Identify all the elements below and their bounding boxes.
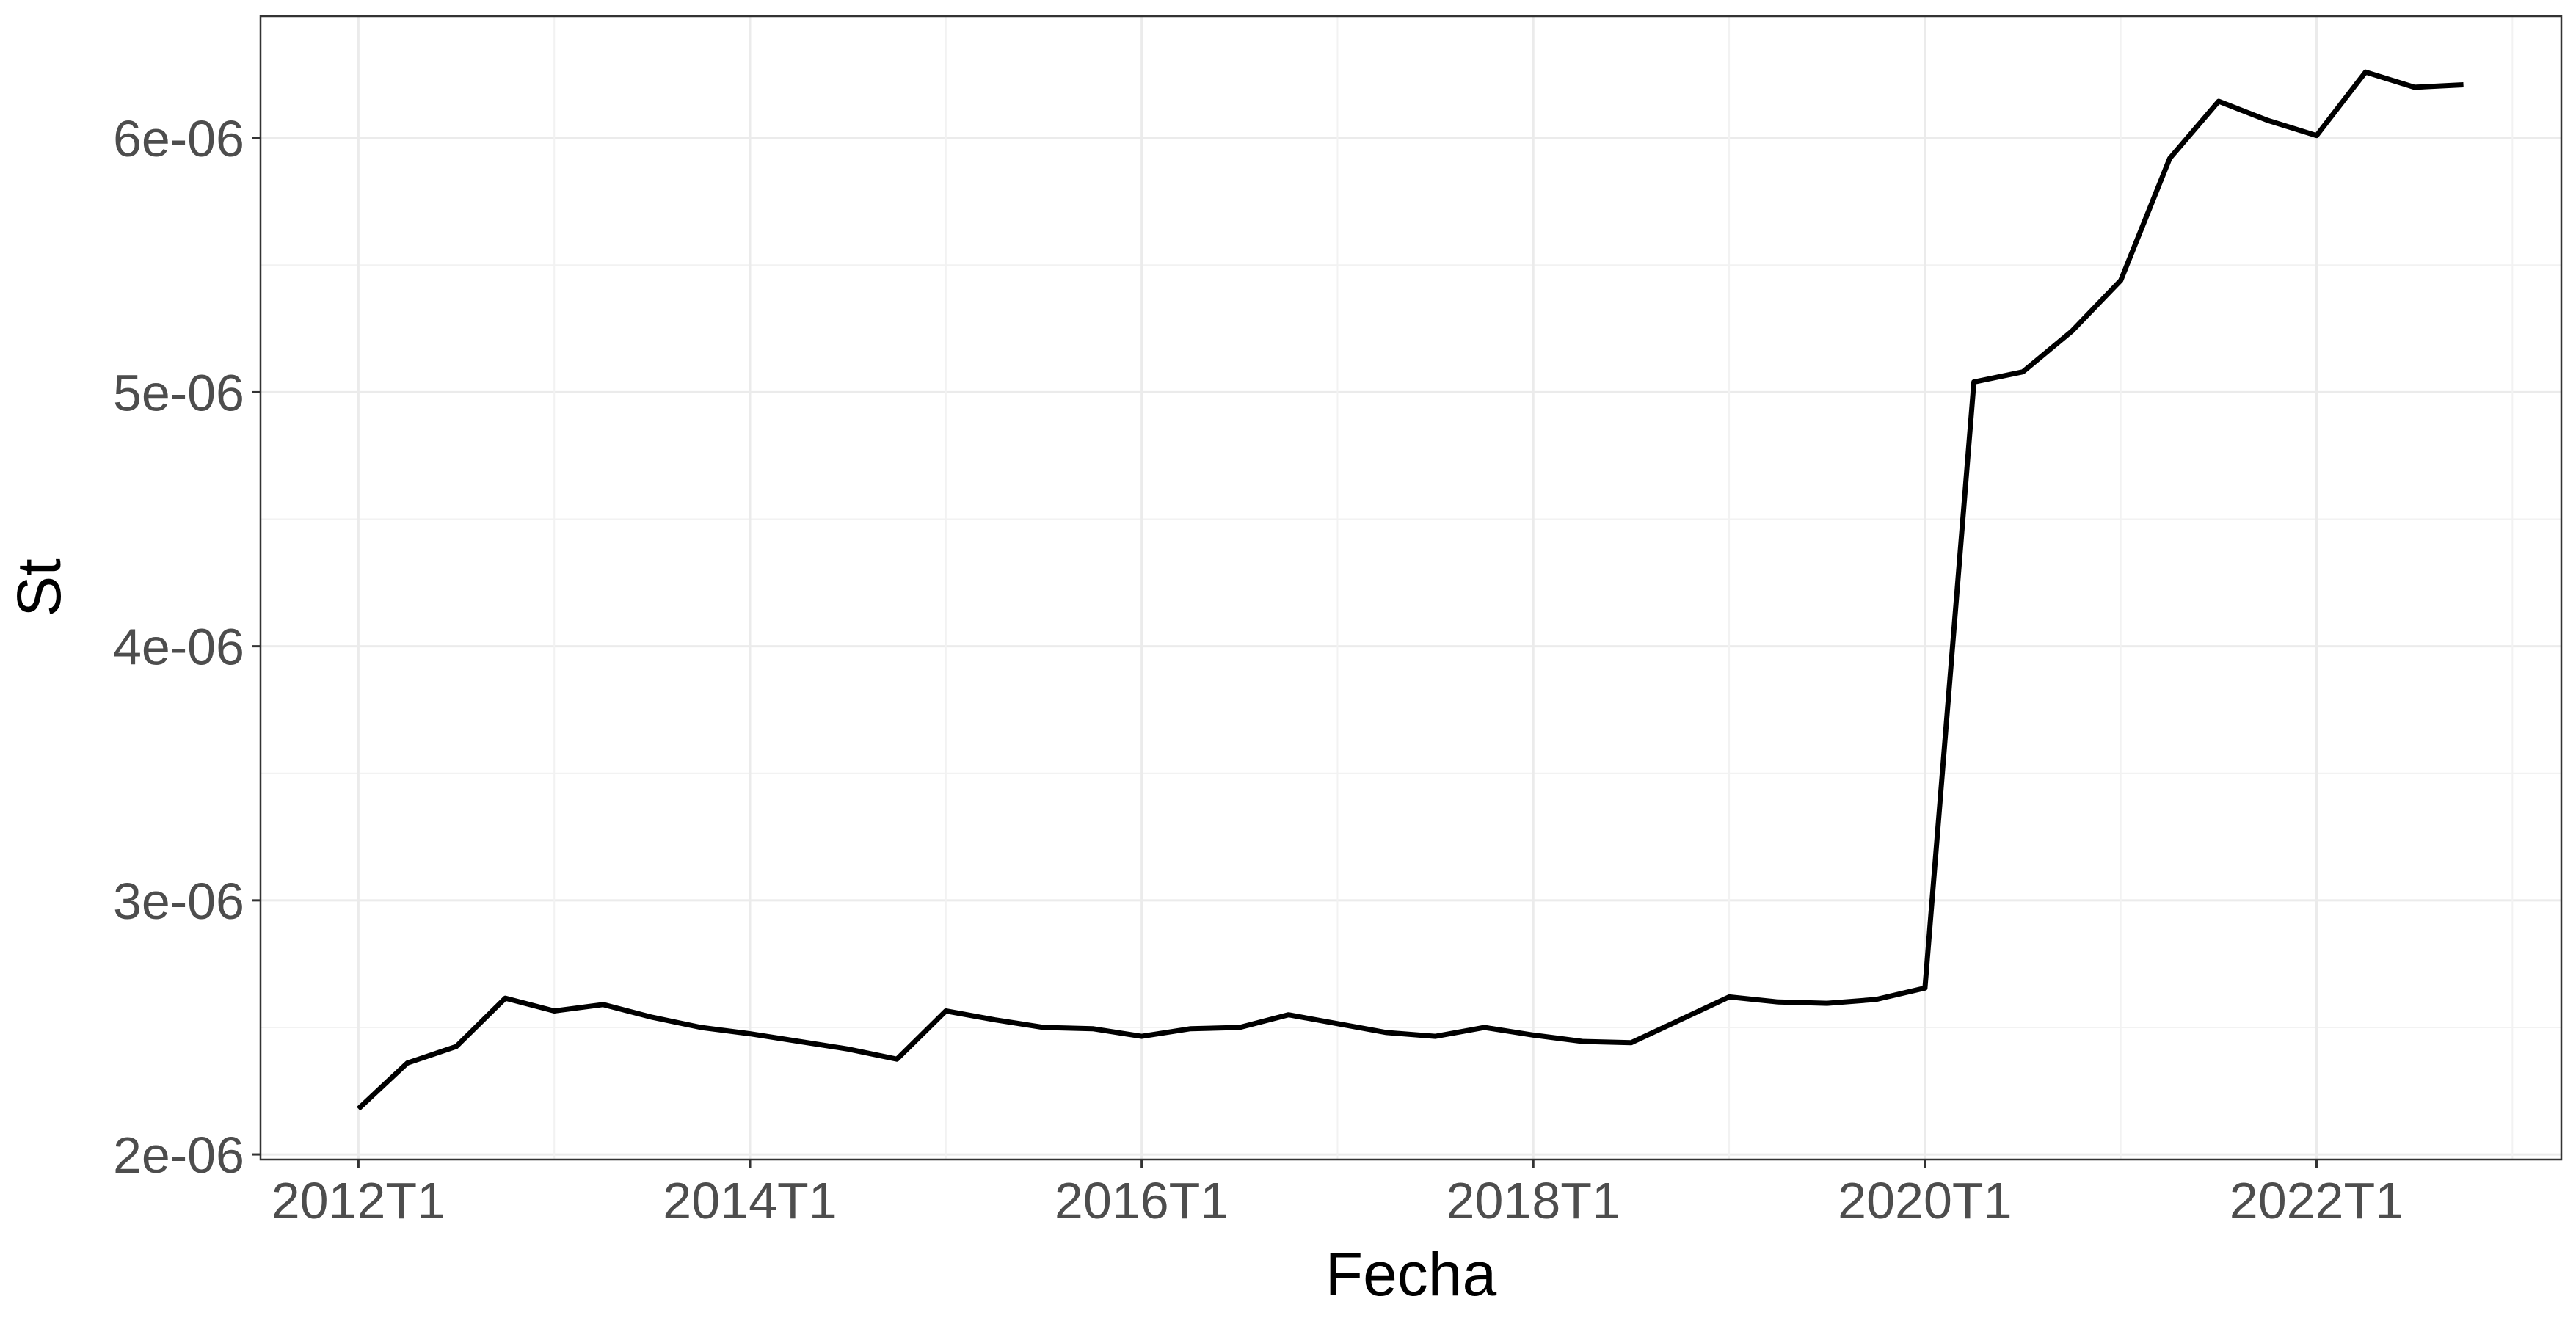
y-tick-label: 2e-06 (113, 1127, 244, 1184)
x-tick-label: 2014T1 (663, 1172, 837, 1229)
x-tick-label: 2018T1 (1447, 1172, 1620, 1229)
axes: 2e-06 3e-06 4e-06 5e-06 6e-06 2012T1 2014T1 201… (113, 110, 2404, 1229)
panel-border (259, 15, 2563, 1161)
series-line-0 (357, 69, 2464, 1111)
y-tick-label: 3e-06 (113, 873, 244, 930)
series-layer (357, 69, 2464, 1111)
gridlines (261, 16, 2561, 1160)
y-tick-label: 4e-06 (113, 619, 244, 676)
x-tick-label: 2020T1 (1838, 1172, 2012, 1229)
y-tick-label: 6e-06 (113, 110, 244, 167)
x-axis-title: Fecha (1325, 1240, 1497, 1309)
x-tick-label: 2016T1 (1055, 1172, 1229, 1229)
x-tick-label: 2022T1 (2230, 1172, 2404, 1229)
y-tick-label: 5e-06 (113, 364, 244, 421)
y-axis-title: St (4, 558, 73, 616)
x-tick-label: 2012T1 (272, 1172, 445, 1229)
